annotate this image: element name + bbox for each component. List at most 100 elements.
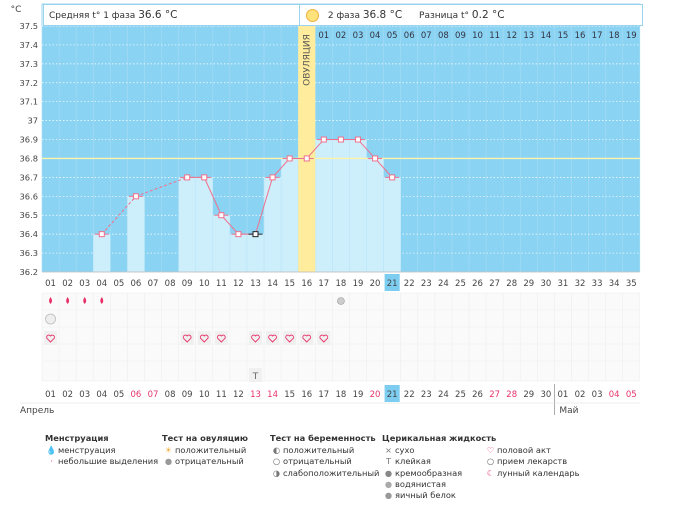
temperature-bar bbox=[366, 158, 384, 273]
cycle-day-label: 18 bbox=[335, 279, 346, 289]
date-label: 09 bbox=[182, 390, 193, 400]
y-tick-label: 37.3 bbox=[20, 59, 38, 69]
pregnancy-negative-icon: ○ bbox=[272, 456, 281, 467]
cycle-day-label: 35 bbox=[626, 279, 637, 289]
heart-icon: ♡ bbox=[486, 445, 495, 456]
temperature-bar bbox=[127, 196, 145, 273]
top-day-number: 19 bbox=[626, 31, 637, 41]
heart-icon bbox=[285, 334, 294, 343]
cycle-day-label: 25 bbox=[455, 279, 466, 289]
y-tick-label: 37.2 bbox=[20, 78, 38, 88]
cycle-day-label: 27 bbox=[489, 279, 500, 289]
legend-item: ◑ слабоположительный bbox=[270, 467, 380, 479]
temperature-bar bbox=[212, 214, 231, 273]
cream-icon: ● bbox=[384, 467, 393, 478]
cycle-day-label: 13 bbox=[250, 279, 261, 289]
cycle-day-label: 21 bbox=[387, 279, 398, 289]
ovulation-band bbox=[298, 26, 316, 272]
cycle-day-label: 29 bbox=[523, 279, 534, 289]
date-label: 04 bbox=[609, 390, 620, 400]
temperature-point bbox=[252, 231, 259, 238]
y-tick-label: 36.3 bbox=[20, 248, 38, 258]
drop-icon bbox=[83, 297, 87, 304]
temperature-point bbox=[389, 174, 396, 181]
heart-icon bbox=[268, 334, 277, 343]
phase1-label: Средняя t° 1 фаза bbox=[49, 11, 136, 21]
series-segment bbox=[101, 195, 137, 235]
ovulation-label: ОВУЛЯЦИЯ bbox=[303, 34, 313, 86]
temperature-point bbox=[218, 212, 225, 219]
date-label: 07 bbox=[148, 390, 159, 400]
date-label: 08 bbox=[165, 390, 176, 400]
drop-icon bbox=[49, 297, 53, 304]
date-label: 13 bbox=[250, 390, 261, 400]
date-label: 12 bbox=[233, 390, 244, 400]
date-label: 05 bbox=[626, 390, 637, 400]
date-label: 01 bbox=[45, 390, 56, 400]
legend-item: ♡ половой акт bbox=[484, 445, 580, 456]
top-day-number: 18 bbox=[609, 31, 620, 41]
legend-item-label: лунный календарь bbox=[497, 467, 580, 478]
cycle-day-label: 10 bbox=[199, 279, 210, 289]
date-label: 24 bbox=[438, 390, 449, 400]
pregnancy-weak-icon: ◑ bbox=[272, 467, 281, 478]
pregnancy-positive-icon: ◐ bbox=[272, 445, 281, 456]
date-label: 18 bbox=[335, 390, 346, 400]
cycle-day-label: 26 bbox=[472, 279, 483, 289]
cycle-day-label: 06 bbox=[131, 279, 142, 289]
date-label: 26 bbox=[472, 390, 483, 400]
date-label: 11 bbox=[216, 390, 227, 400]
date-label: 04 bbox=[96, 390, 107, 400]
diff-value: 0.2 °C bbox=[471, 9, 505, 21]
heart-icon bbox=[302, 334, 312, 343]
legend-item-label: слабоположительный bbox=[283, 467, 380, 478]
eggwhite-icon: ● bbox=[384, 490, 393, 501]
date-label: 01 bbox=[558, 390, 569, 400]
legend-item: 💧менструация bbox=[45, 445, 158, 456]
temperature-point bbox=[372, 155, 379, 162]
cycle-day-label: 09 bbox=[182, 279, 193, 289]
legend-item-label: положительный bbox=[175, 445, 247, 456]
y-tick-label: 37.1 bbox=[20, 97, 38, 107]
series-segment bbox=[374, 158, 393, 178]
date-label: 23 bbox=[421, 390, 432, 400]
heart-icon bbox=[46, 334, 55, 343]
t-icon: T bbox=[385, 456, 392, 467]
date-label: 27 bbox=[489, 390, 500, 400]
legend-group: ♡ половой акт ○ прием лекарств ☾ лунный кален… bbox=[484, 433, 580, 479]
legend-group-title: Тест на беременность bbox=[270, 433, 376, 443]
cycle-day-label: 28 bbox=[506, 279, 517, 289]
series-segment bbox=[306, 139, 325, 159]
top-day-number: 10 bbox=[472, 31, 483, 41]
legend-item-label: яичный белок bbox=[395, 490, 456, 501]
legend-item: ○ прием лекарств bbox=[484, 456, 580, 467]
top-day-number: 12 bbox=[506, 31, 517, 41]
top-day-number: 04 bbox=[370, 31, 381, 41]
legend-spacer bbox=[484, 433, 580, 444]
temperature-point bbox=[303, 155, 310, 162]
temperature-bar bbox=[178, 177, 196, 273]
temperature-point bbox=[354, 136, 361, 143]
cycle-day-label: 03 bbox=[79, 279, 90, 289]
symbol-cell bbox=[214, 331, 228, 345]
temperature-bar bbox=[315, 139, 333, 273]
temperature-point bbox=[235, 231, 242, 238]
series-segment bbox=[272, 158, 291, 178]
symbol-cell bbox=[248, 331, 263, 345]
symbol-cell bbox=[44, 331, 58, 345]
drop-icon: 💧 bbox=[46, 445, 57, 456]
date-label: 22 bbox=[404, 390, 415, 400]
current-day-highlight bbox=[384, 274, 400, 291]
cycle-day-label: 19 bbox=[353, 279, 364, 289]
date-label: 03 bbox=[79, 390, 90, 400]
y-tick-label: 36.9 bbox=[20, 135, 38, 145]
y-tick-label: 37.4 bbox=[20, 40, 38, 50]
legend-item: ○ отрицательный bbox=[270, 456, 379, 467]
top-day-number: 03 bbox=[353, 31, 364, 41]
temperature-bar bbox=[92, 233, 111, 273]
legend-item-label: половой акт bbox=[497, 445, 551, 456]
y-tick-label: 36.2 bbox=[20, 267, 38, 277]
legend-group: Менструация 💧менструация · небольшие выделе… bbox=[45, 433, 158, 468]
cycle-day-label: 14 bbox=[267, 279, 278, 289]
